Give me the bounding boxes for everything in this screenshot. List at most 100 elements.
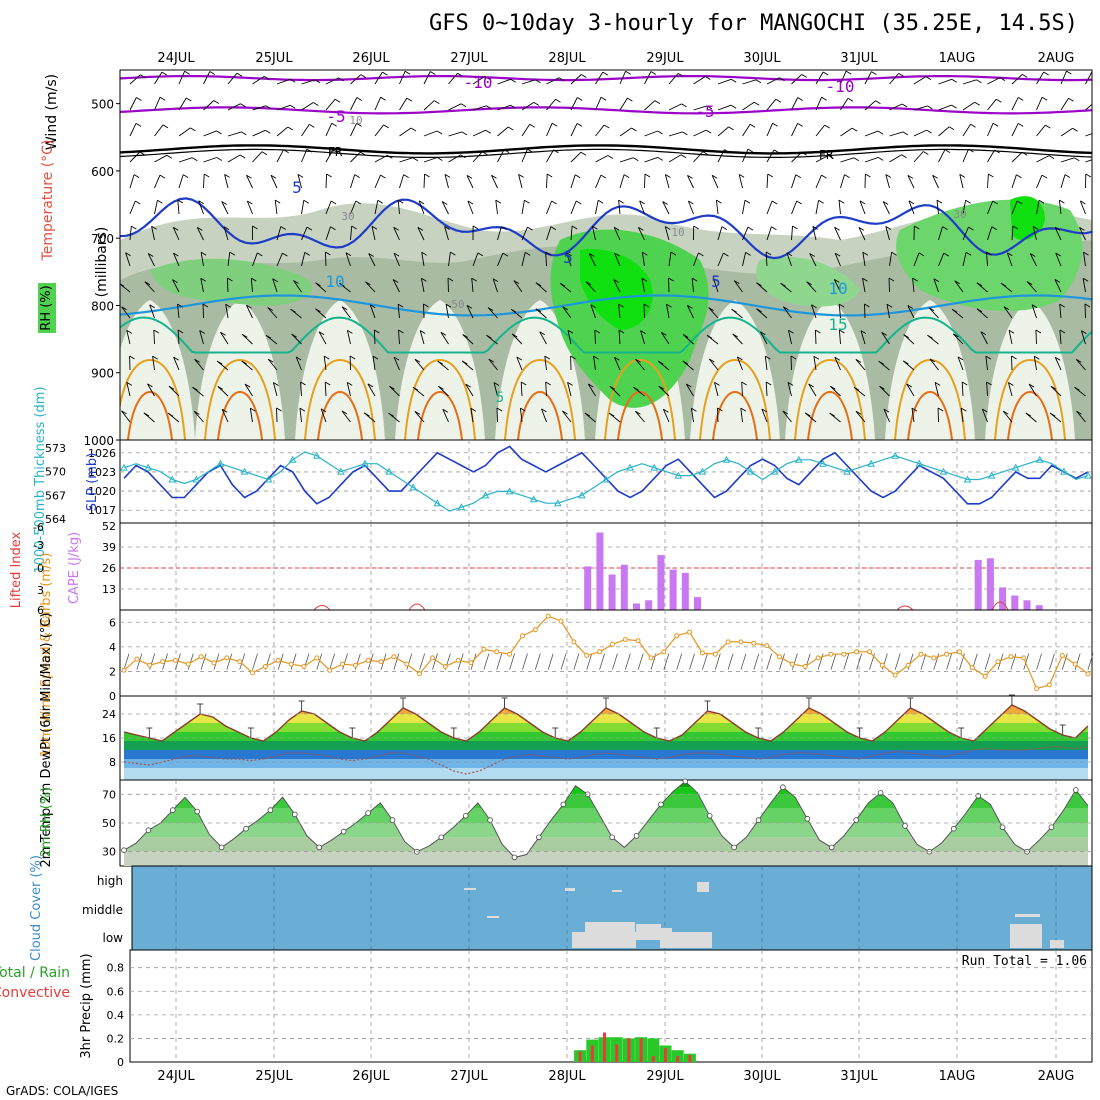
wind-barb — [448, 131, 463, 137]
thickness-marker — [529, 495, 538, 503]
rh-marker — [462, 812, 469, 819]
top-date-label: 27JUL — [450, 51, 488, 66]
wind-barb — [791, 653, 798, 670]
wind-barb — [421, 252, 425, 267]
wind-barb — [126, 382, 131, 397]
wind-barb — [1060, 97, 1069, 111]
wind-barb — [546, 173, 548, 189]
wind-barb — [618, 329, 621, 345]
upper-air-panel: -10 -10 -5 -5 FR FR 5 5 5 10 10 15 5 30 30 50 10 10 500 600… — [38, 69, 1093, 448]
wind-barb — [864, 303, 866, 319]
wind-barb-flag — [813, 355, 820, 360]
wind-barb — [520, 381, 523, 397]
wind-barb — [516, 356, 523, 371]
wind-barb — [619, 127, 632, 137]
wind-speed-marker — [121, 667, 127, 673]
wind-barb — [1059, 329, 1062, 345]
wind-barb — [1054, 279, 1062, 293]
thickness-marker — [120, 463, 128, 471]
rh-marker — [706, 812, 713, 819]
wind-barb — [933, 278, 939, 293]
wind-barb — [350, 123, 358, 137]
wind-barb — [374, 200, 379, 215]
wind-speed-marker — [172, 657, 178, 663]
wind-barb-flag — [613, 279, 619, 283]
thickness-axis-label: 1000-500mb Thickness (dm) — [33, 386, 48, 573]
wind-barb — [906, 383, 915, 397]
wind-speed-marker — [571, 639, 577, 645]
wind-barb — [738, 174, 743, 189]
wind-speed-marker — [828, 651, 834, 657]
wind-barb-flag — [597, 199, 604, 204]
wind-barb-flag — [418, 200, 425, 205]
wind-barb — [325, 149, 334, 163]
wind-barb-flag — [495, 199, 502, 204]
wind-barb — [962, 148, 969, 163]
contour-label: 10 — [828, 279, 847, 298]
wind-barb-flag — [300, 381, 306, 386]
wind-barb-flag — [382, 71, 388, 76]
wind-barb-flag — [216, 360, 223, 365]
rh-marker — [218, 844, 225, 851]
wind-barb — [717, 126, 729, 137]
wind-barb — [521, 200, 525, 215]
wind-barb — [350, 151, 361, 163]
wind-barb-flag — [518, 174, 524, 178]
thickness-marker — [987, 471, 996, 479]
wind-barb-flag — [992, 122, 999, 127]
wind-barb-flag — [734, 280, 740, 284]
rh-marker — [804, 815, 811, 822]
wind-barb-flag — [687, 175, 693, 179]
wind-barb — [882, 201, 890, 215]
wind-barb — [934, 382, 939, 397]
wind-barb-flag — [487, 307, 494, 311]
temp-band — [124, 723, 1088, 732]
temp-band — [124, 768, 1088, 780]
wind-barb — [618, 200, 621, 215]
precip-axis-label: 3hr Precip (mm) — [79, 953, 94, 1058]
wind-barb-flag — [147, 383, 153, 388]
wind-speed-marker — [815, 655, 821, 661]
wind-barb-flag — [398, 329, 404, 334]
wind-barb — [350, 200, 357, 215]
thickness-marker — [891, 451, 900, 459]
wind-barb — [960, 408, 964, 423]
wind-barb-flag — [533, 102, 540, 106]
wind-barb — [862, 278, 866, 293]
wind-barb — [838, 329, 841, 345]
wind-barb-flag — [324, 381, 331, 386]
wind-barb — [613, 357, 621, 371]
wind-barb — [736, 356, 743, 371]
wind-barb-flag — [928, 307, 935, 312]
rh-legend-label: RH (%) — [39, 285, 54, 330]
wind-barb — [272, 382, 278, 397]
wind-barb — [1010, 653, 1017, 670]
cloud-block — [612, 890, 622, 892]
contour-label: 30 — [341, 210, 354, 223]
wind-barb — [1006, 252, 1013, 267]
wind-barb — [840, 127, 853, 137]
wind-barb — [864, 156, 879, 163]
wind-speed-marker — [841, 651, 847, 657]
wind-barb-flag — [644, 173, 651, 178]
slp-tick-label: 1023 — [88, 466, 116, 479]
wind-barb-flag — [121, 410, 127, 415]
wind-barb-flag — [488, 358, 495, 363]
wind-barb-flag — [223, 226, 230, 230]
wind-barb-flag — [545, 381, 551, 386]
wind-barb — [149, 304, 155, 319]
wind-barb-flag — [824, 124, 830, 129]
wind-barb-flag — [614, 252, 620, 257]
wind-barb — [840, 97, 849, 111]
wind-barb — [860, 330, 866, 345]
wind-barb-flag — [953, 333, 959, 338]
wind-barb — [594, 329, 596, 345]
wind-barb — [241, 334, 253, 345]
wind-barb-flag — [224, 174, 230, 178]
wind-barb-flag — [555, 98, 561, 103]
contour-label: 10 — [671, 226, 684, 239]
precip-conv-bar — [639, 1038, 643, 1062]
wind-barb-flag — [830, 385, 836, 390]
wind-barb-flag — [133, 174, 140, 178]
wind-barb — [952, 333, 964, 345]
